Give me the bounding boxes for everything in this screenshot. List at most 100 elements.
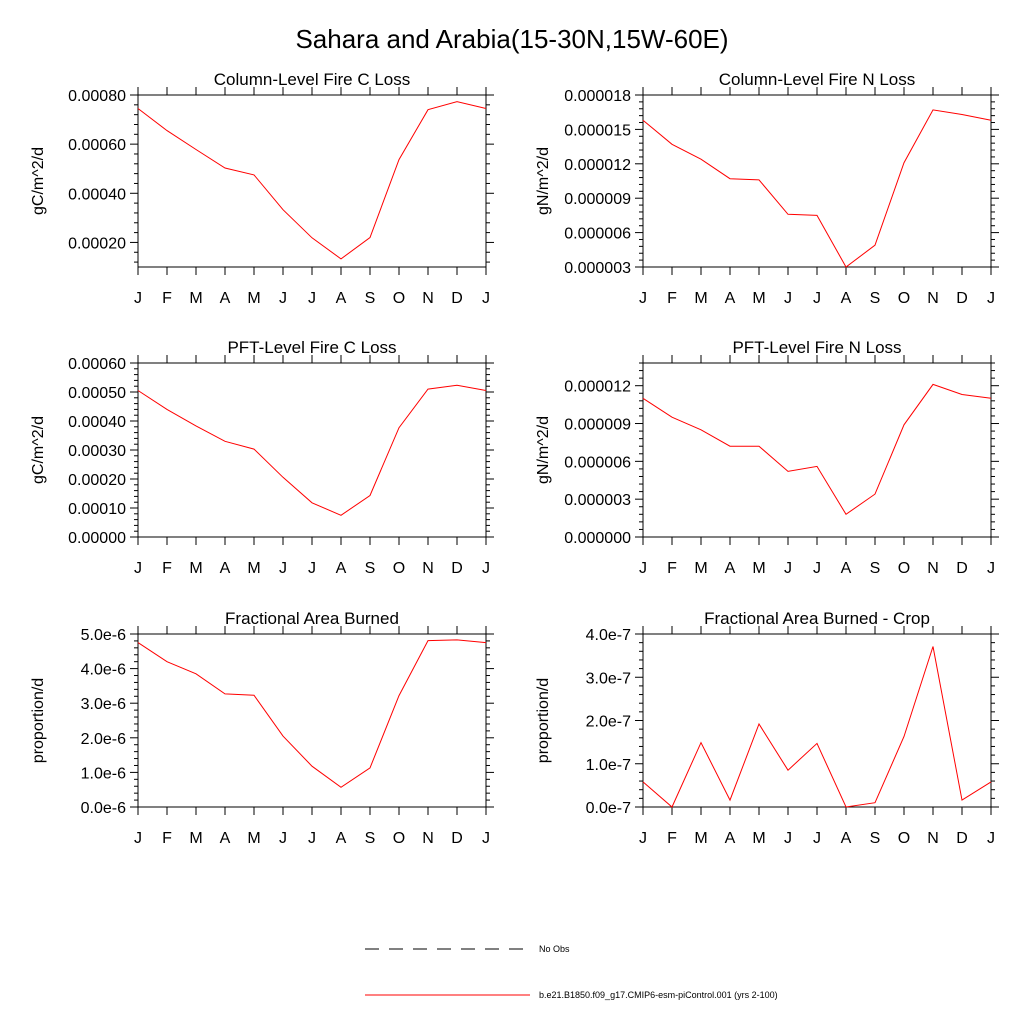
chart-panel-5: J F M A M J J A S O N D J0.0e-61.0e-62.0e-63.0e-64.0… (30, 609, 494, 847)
y-tick-label: 0.000003 (564, 260, 631, 277)
x-tick-label: J (279, 830, 287, 847)
x-tick-label: F (162, 560, 172, 577)
x-tick-label: J (784, 560, 792, 577)
x-tick-label: A (336, 830, 347, 847)
y-tick-label: 0.000012 (564, 157, 631, 174)
x-tick-label: J (639, 560, 647, 577)
y-axis-label: gN/m^2/d (535, 147, 552, 215)
series-line (642, 646, 992, 808)
panels-group: J F M A M J J A S O N D J0.000200.000400.000600.0008… (30, 70, 999, 847)
y-tick-label: 0.00080 (68, 88, 126, 105)
series-line (642, 109, 992, 268)
figure-title: Sahara and Arabia(15-30N,15W-60E) (295, 24, 728, 54)
y-tick-label: 0.00030 (68, 443, 126, 460)
x-tick-label: M (247, 290, 260, 307)
legend-label-no-obs: No Obs (539, 944, 570, 954)
x-tick-label: M (752, 560, 765, 577)
x-tick-label: M (189, 830, 202, 847)
chart-panel-2: J F M A M J J A S O N D J0.0000030.0000060.0000090.0… (535, 70, 999, 307)
x-tick-label: D (956, 830, 968, 847)
x-tick-label: D (956, 290, 968, 307)
y-tick-label: 0.000003 (564, 492, 631, 509)
y-tick-label: 0.000006 (564, 454, 631, 471)
plot-frame (137, 362, 487, 538)
legend: No Obs b.e21.B1850.f09_g17.CMIP6-esm-piCo… (365, 944, 778, 1000)
x-tick-label: F (667, 290, 677, 307)
panel-title: Fractional Area Burned (225, 609, 399, 628)
x-tick-label: J (279, 560, 287, 577)
y-tick-label: 1.0e-6 (81, 765, 126, 782)
x-tick-label: J (813, 830, 821, 847)
x-tick-label: A (725, 560, 736, 577)
y-tick-label: 3.0e-6 (81, 696, 126, 713)
y-tick-label: 0.000018 (564, 88, 631, 105)
y-tick-label: 0.00000 (68, 530, 126, 547)
x-tick-label: O (393, 830, 405, 847)
x-tick-label: A (725, 830, 736, 847)
x-tick-label: O (898, 290, 910, 307)
y-axis-label: proportion/d (535, 678, 552, 763)
x-tick-label: J (134, 560, 142, 577)
x-tick-label: J (308, 560, 316, 577)
x-tick-label: F (667, 560, 677, 577)
x-tick-label: N (927, 560, 939, 577)
y-tick-label: 2.0e-7 (586, 714, 631, 731)
x-tick-label: F (667, 830, 677, 847)
y-tick-label: 5.0e-6 (81, 627, 126, 644)
chart-panel-1: J F M A M J J A S O N D J0.000200.000400.000600.0008… (30, 70, 494, 307)
plot-frame (642, 633, 992, 808)
x-tick-label: J (134, 830, 142, 847)
x-tick-label: J (308, 830, 316, 847)
x-tick-label: M (752, 290, 765, 307)
x-tick-label: J (279, 290, 287, 307)
plot-frame (642, 362, 992, 538)
x-tick-label: M (694, 290, 707, 307)
y-tick-label: 4.0e-7 (586, 627, 631, 644)
x-tick-label: J (813, 560, 821, 577)
series-line (137, 384, 487, 516)
y-tick-label: 4.0e-6 (81, 662, 126, 679)
y-tick-label: 0.00050 (68, 385, 126, 402)
y-axis-label: proportion/d (30, 678, 47, 763)
x-tick-label: O (898, 830, 910, 847)
x-tick-label: M (752, 830, 765, 847)
x-tick-label: A (336, 560, 347, 577)
y-tick-label: 2.0e-6 (81, 731, 126, 748)
y-tick-label: 3.0e-7 (586, 670, 631, 687)
y-tick-label: 0.00040 (68, 186, 126, 203)
x-tick-label: M (694, 560, 707, 577)
x-tick-label: A (220, 290, 231, 307)
x-tick-label: M (694, 830, 707, 847)
legend-label-model: b.e21.B1850.f09_g17.CMIP6-esm-piControl.… (539, 990, 778, 1000)
panel-title: PFT-Level Fire N Loss (732, 338, 901, 357)
plot-frame (137, 94, 487, 268)
x-tick-label: J (784, 290, 792, 307)
plot-frame (642, 94, 992, 268)
y-axis-label: gC/m^2/d (30, 147, 47, 215)
x-tick-label: J (482, 560, 490, 577)
series-line (642, 383, 992, 516)
x-tick-label: D (956, 560, 968, 577)
x-tick-label: A (725, 290, 736, 307)
y-tick-label: 0.0e-6 (81, 800, 126, 817)
x-tick-label: J (482, 290, 490, 307)
x-tick-label: M (189, 290, 202, 307)
panel-title: PFT-Level Fire C Loss (227, 338, 396, 357)
y-tick-label: 0.00040 (68, 414, 126, 431)
plot-frame (137, 633, 487, 808)
x-tick-label: O (393, 560, 405, 577)
chart-panel-4: J F M A M J J A S O N D J0.0000000.0000030.0000060.0… (535, 338, 999, 577)
chart-panel-6: J F M A M J J A S O N D J0.0e-71.0e-72.0e-73.0e-74.0… (535, 609, 999, 847)
x-tick-label: A (841, 560, 852, 577)
x-tick-label: S (870, 560, 881, 577)
y-tick-label: 1.0e-7 (586, 757, 631, 774)
x-tick-label: S (365, 830, 376, 847)
y-tick-label: 0.000000 (564, 530, 631, 547)
x-tick-label: N (927, 830, 939, 847)
panel-title: Column-Level Fire N Loss (719, 70, 916, 89)
x-tick-label: D (451, 290, 463, 307)
series-line (137, 639, 487, 788)
x-tick-label: D (451, 830, 463, 847)
x-tick-label: A (336, 290, 347, 307)
y-tick-label: 0.00060 (68, 137, 126, 154)
